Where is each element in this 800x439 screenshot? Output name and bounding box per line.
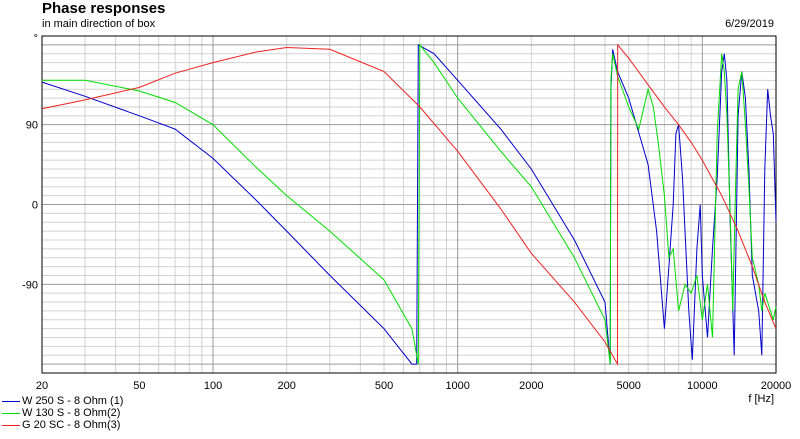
legend-swatch [2, 400, 20, 402]
chart-date: 6/29/2019 [725, 18, 774, 30]
series-line-1 [41, 44, 777, 365]
legend: W 250 S - 8 Ohm (1) W 130 S - 8 Ohm(2) G 2… [2, 395, 123, 431]
legend-item: G 20 SC - 8 Ohm(3) [2, 419, 123, 431]
x-tick-label: 500 [375, 380, 393, 392]
legend-swatch [2, 424, 20, 426]
legend-swatch [2, 412, 20, 414]
major-gridlines [42, 36, 776, 373]
x-tick-label: 20 [36, 380, 48, 392]
legend-label: W 130 S - 8 Ohm(2) [22, 407, 121, 419]
series-layer [41, 43, 777, 366]
y-tick-label: 0 [32, 200, 38, 212]
x-tick-label: 10000 [687, 380, 718, 392]
x-tick-label: 100 [204, 380, 222, 392]
series-line-3 [41, 43, 777, 366]
y-tick-label: -90 [22, 279, 38, 291]
x-axis-label: f [Hz] [748, 393, 774, 405]
legend-label: W 250 S - 8 Ohm (1) [22, 395, 124, 407]
legend-item: W 250 S - 8 Ohm (1) [2, 395, 123, 407]
x-tick-label: 20000 [761, 380, 792, 392]
x-tick-label: 2000 [519, 380, 543, 392]
tick-labels: 20 50 100 200 500 1000 2000 5000 10000 20000 90 0 -9… [22, 33, 791, 405]
x-tick-label: 5000 [616, 380, 640, 392]
chart-subtitle: in main direction of box [42, 18, 156, 30]
legend-label: G 20 SC - 8 Ohm(3) [22, 419, 121, 431]
x-tick-label: 1000 [445, 380, 469, 392]
x-tick-label: 200 [277, 380, 295, 392]
legend-item: W 130 S - 8 Ohm(2) [2, 407, 123, 419]
series-line-2 [42, 43, 777, 365]
chart-title: Phase responses [42, 0, 166, 17]
y-axis-unit: ° [34, 33, 38, 45]
plot-frame [41, 35, 777, 374]
y-tick-label: 90 [26, 120, 38, 132]
x-tick-label: 50 [133, 380, 145, 392]
